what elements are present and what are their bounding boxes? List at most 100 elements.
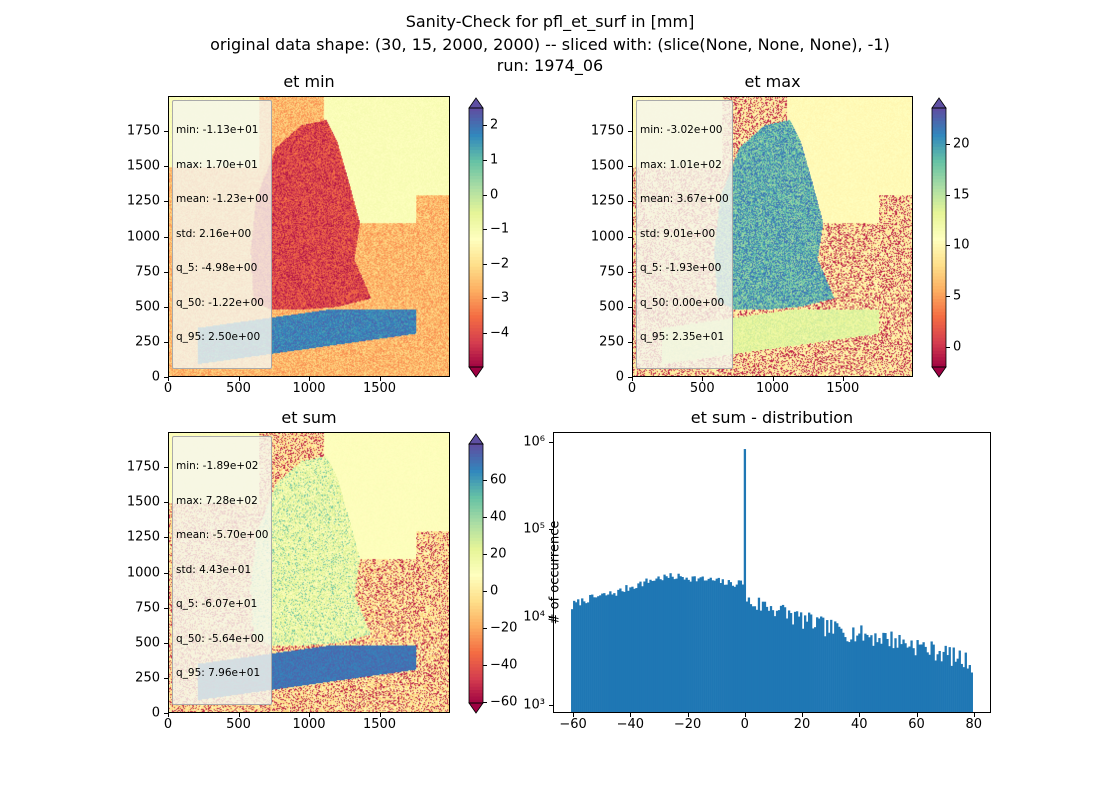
y-tickmark xyxy=(164,166,168,168)
hist-x-tickmark xyxy=(573,713,575,717)
colorbar-swatch xyxy=(469,143,483,148)
histogram-bar xyxy=(729,582,732,713)
histogram-bar xyxy=(629,587,632,713)
colorbar-swatch xyxy=(932,253,946,258)
colorbar-swatch xyxy=(469,331,483,336)
stat-line: q_5: -6.07e+01 xyxy=(176,598,258,610)
colorbar-tickmark xyxy=(483,263,487,265)
histogram-bar xyxy=(874,633,877,713)
y-tickmark xyxy=(628,306,632,308)
histogram-bar xyxy=(695,581,698,713)
histogram-bar xyxy=(703,580,706,713)
x-tick-label: 500 xyxy=(226,381,251,396)
y-tickmark xyxy=(164,502,168,504)
colorbar-swatch xyxy=(932,179,946,184)
colorbar-swatch xyxy=(932,321,946,326)
x-tick-label: 1000 xyxy=(755,381,790,396)
colorbar-swatch xyxy=(932,224,946,229)
histogram-bar xyxy=(836,623,839,713)
colorbar-swatch xyxy=(469,447,483,452)
x-tick-label: 0 xyxy=(163,381,173,396)
panel-title-hist: et sum - distribution xyxy=(690,408,854,427)
colorbar-swatch xyxy=(469,279,483,284)
colorbar-swatch xyxy=(932,276,946,281)
colorbar-swatch xyxy=(932,111,946,116)
colorbar-tick-label: −20 xyxy=(490,620,518,636)
y-tick-label: 750 xyxy=(135,264,160,280)
histogram-bar xyxy=(840,628,843,713)
histogram-bar xyxy=(755,609,759,713)
histogram-bar xyxy=(787,610,791,713)
colorbar-swatch xyxy=(469,133,483,138)
colorbar-swatch xyxy=(932,108,946,112)
histogram-bar xyxy=(892,648,895,713)
histogram-bar xyxy=(621,591,624,713)
colorbar-swatch xyxy=(469,508,483,513)
colorbar-tickmark xyxy=(483,701,487,703)
histogram-bar xyxy=(822,617,825,713)
hist-x-tick-label: −40 xyxy=(616,717,644,732)
stat-line: q_5: -4.98e+00 xyxy=(176,262,258,274)
colorbar-swatch xyxy=(469,311,483,316)
colorbar-swatch xyxy=(469,589,483,594)
colorbar-swatch xyxy=(469,453,483,458)
hist-y-tick-label: 10⁴ xyxy=(523,609,545,625)
colorbar-swatch xyxy=(932,172,946,177)
colorbar-swatch xyxy=(469,660,483,665)
colorbar-swatch xyxy=(932,334,946,339)
colorbar-swatch xyxy=(469,673,483,678)
colorbar-tickmark xyxy=(483,554,487,556)
colorbar-swatch xyxy=(469,502,483,507)
y-tickmark xyxy=(628,271,632,273)
histogram-bar xyxy=(599,595,602,713)
histogram-bar xyxy=(665,576,668,713)
colorbar-swatch xyxy=(932,337,946,342)
histogram-bar xyxy=(699,577,702,713)
histogram-bar xyxy=(733,586,737,713)
histogram-bar xyxy=(623,591,626,713)
colorbar-swatch xyxy=(469,567,483,571)
colorbar-swatch xyxy=(932,169,946,174)
histogram-bar xyxy=(781,604,785,713)
colorbar-swatch xyxy=(932,350,946,355)
colorbar-swatch xyxy=(469,463,483,468)
colorbar-tick-label: 2 xyxy=(490,117,499,133)
y-tickmark xyxy=(164,306,168,308)
histogram-bar xyxy=(842,632,845,713)
histogram-bar xyxy=(970,672,973,713)
histogram-bar xyxy=(667,577,670,713)
histogram-bar xyxy=(890,631,893,713)
x-tick-label: 1500 xyxy=(826,381,860,396)
histogram-bar xyxy=(693,576,696,713)
histogram-bar xyxy=(960,663,963,713)
colorbar-swatch xyxy=(469,547,483,552)
y-tick-label: 1000 xyxy=(126,565,160,580)
colorbar-swatch xyxy=(932,214,946,219)
colorbar-swatch xyxy=(469,237,483,242)
histogram-bar xyxy=(832,633,835,713)
colorbar-swatch xyxy=(469,260,483,264)
y-tick-label: 1000 xyxy=(590,229,624,244)
x-tick-label: 500 xyxy=(689,381,715,396)
x-tickmark xyxy=(168,377,169,381)
histogram-bar xyxy=(655,578,658,713)
panel-title-min: et min xyxy=(283,72,335,91)
histogram-bar xyxy=(902,639,905,713)
colorbar-swatch xyxy=(932,344,946,349)
histogram-bar xyxy=(745,601,749,713)
histogram-bar xyxy=(645,578,648,713)
histogram-bar xyxy=(824,636,827,713)
histogram-bar xyxy=(854,641,857,713)
colorbar-swatch xyxy=(932,295,946,300)
colorbar-swatch xyxy=(932,231,946,235)
histogram-bar xyxy=(773,616,777,713)
colorbar-swatch xyxy=(469,560,483,565)
colorbar-swatch xyxy=(469,602,483,607)
colorbar-extend-top xyxy=(468,433,484,445)
colorbar-swatch xyxy=(469,214,483,219)
y-tick-label: 1750 xyxy=(126,459,160,475)
histogram-bar xyxy=(779,605,783,713)
histogram-bar xyxy=(801,628,805,713)
histogram-bar xyxy=(589,594,592,713)
colorbar-swatch xyxy=(469,127,483,132)
